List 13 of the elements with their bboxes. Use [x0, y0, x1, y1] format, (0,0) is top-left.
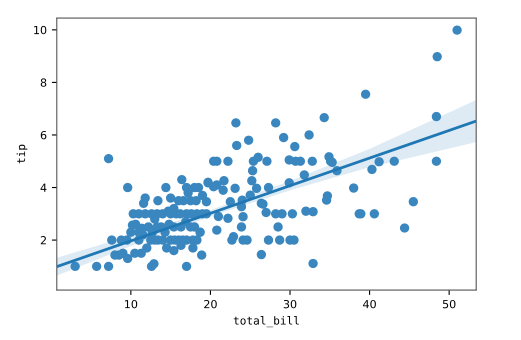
y-tick-label: 2: [40, 236, 46, 244]
line-series: [56, 120, 476, 268]
x-tick-label: 30: [284, 300, 296, 308]
x-tick-label: 50: [442, 300, 456, 308]
x-axis-title: total_bill: [234, 316, 299, 328]
y-tick-label: 8: [40, 78, 46, 87]
y-tick-label: 4: [40, 184, 46, 192]
x-tick-label: 40: [363, 300, 376, 308]
y-tick-label: 6: [40, 130, 46, 140]
y-tick-label: 10: [34, 26, 46, 34]
y-axis-title: tip: [16, 144, 28, 164]
x-tick-label: 10: [125, 300, 138, 308]
x-tick-label: 20: [204, 300, 217, 308]
